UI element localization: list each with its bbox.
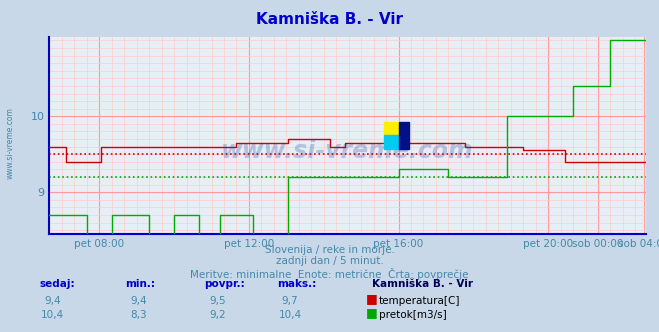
Text: min.:: min.: [125, 279, 156, 289]
Text: Slovenija / reke in morje.: Slovenija / reke in morje. [264, 245, 395, 255]
Text: zadnji dan / 5 minut.: zadnji dan / 5 minut. [275, 256, 384, 266]
Text: 8,3: 8,3 [130, 310, 147, 320]
Text: sedaj:: sedaj: [40, 279, 75, 289]
Text: 9,4: 9,4 [130, 296, 147, 306]
Text: 10,4: 10,4 [278, 310, 302, 320]
Text: Kamniška B. - Vir: Kamniška B. - Vir [256, 12, 403, 27]
Text: povpr.:: povpr.: [204, 279, 245, 289]
Text: 10,4: 10,4 [41, 310, 65, 320]
Text: 9,4: 9,4 [44, 296, 61, 306]
Bar [399, 122, 409, 149]
Text: maks.:: maks.: [277, 279, 316, 289]
Bar [384, 122, 399, 135]
Bar [384, 135, 399, 149]
Text: pretok[m3/s]: pretok[m3/s] [379, 310, 447, 320]
Text: Kamniška B. - Vir: Kamniška B. - Vir [372, 279, 473, 289]
Text: Meritve: minimalne  Enote: metrične  Črta: povprečje: Meritve: minimalne Enote: metrične Črta:… [190, 268, 469, 280]
Text: 9,2: 9,2 [209, 310, 226, 320]
Text: www.si-vreme.com: www.si-vreme.com [221, 139, 474, 163]
Text: 9,5: 9,5 [209, 296, 226, 306]
Text: ■: ■ [366, 306, 378, 319]
Text: ■: ■ [366, 292, 378, 305]
Text: www.si-vreme.com: www.si-vreme.com [5, 107, 14, 179]
Text: 9,7: 9,7 [281, 296, 299, 306]
Text: temperatura[C]: temperatura[C] [379, 296, 461, 306]
